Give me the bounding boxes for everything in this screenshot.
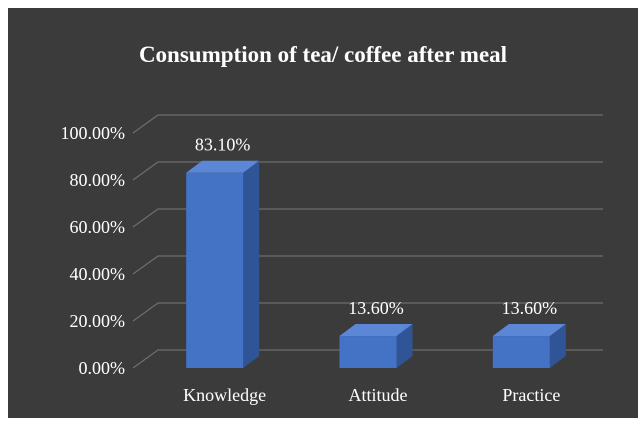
data-label: 83.10% xyxy=(195,135,251,155)
y-tick-label: 60.00% xyxy=(70,217,126,237)
bar-chart: 0.00% 20.00% 40.00% 60.00% 80.00% 100.00% 83.1… xyxy=(61,114,603,405)
y-tick-label: 20.00% xyxy=(70,311,126,331)
gridline xyxy=(132,255,603,275)
bar-side xyxy=(549,324,566,368)
bar xyxy=(186,172,244,368)
gridline xyxy=(132,302,603,322)
gridline xyxy=(132,161,603,181)
bar-top xyxy=(186,160,260,173)
chart-title: Consumption of tea/ coffee after meal xyxy=(138,42,508,67)
x-tick-label: Attitude xyxy=(349,385,408,405)
gridline xyxy=(132,349,603,369)
y-tick-label: 80.00% xyxy=(70,170,126,190)
bar-top xyxy=(492,324,566,337)
bar-side xyxy=(243,160,260,368)
y-tick-label: 100.00% xyxy=(61,123,126,143)
bar xyxy=(492,336,550,368)
gridline xyxy=(132,208,603,228)
x-tick-label: Practice xyxy=(502,385,560,405)
bar xyxy=(339,336,397,368)
data-label: 13.60% xyxy=(348,298,404,318)
gridline xyxy=(132,114,603,134)
data-label: 13.60% xyxy=(502,298,558,318)
chart-area: Consumption of tea/ coffee after meal 0.… xyxy=(8,8,638,418)
bar-side xyxy=(396,324,413,368)
x-tick-label: Knowledge xyxy=(183,385,266,405)
y-tick-label: 0.00% xyxy=(79,358,126,378)
bar-top xyxy=(339,324,413,337)
y-tick-label: 40.00% xyxy=(70,264,126,284)
